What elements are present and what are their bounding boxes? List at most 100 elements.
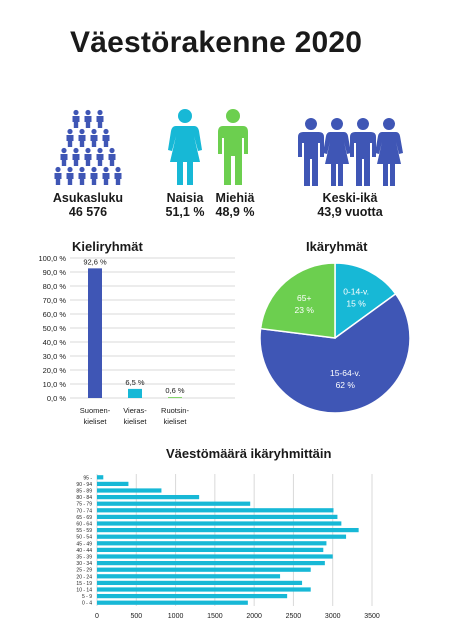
pop-category-label: 15 - 19	[76, 581, 92, 587]
pop-bar	[97, 600, 248, 605]
woman-icon	[168, 109, 202, 185]
pie-slice-name: 0-14-v.	[343, 287, 369, 297]
pop-category-label: 90 - 94	[76, 482, 92, 488]
pop-category-label: 10 - 14	[76, 588, 92, 594]
pop-bar	[97, 521, 342, 526]
lang-data-label: 0,6 %	[165, 386, 185, 395]
pop-bar	[97, 475, 104, 480]
stat-age-value: 43,9 vuotta	[317, 205, 383, 219]
pop-category-label: 0 - 4	[82, 601, 92, 607]
man-icon	[218, 109, 248, 185]
pop-bar	[97, 514, 338, 520]
lang-ytick-label: 0,0 %	[47, 394, 67, 403]
lang-category-label: kieliset	[84, 417, 108, 426]
pop-xtick-label: 1000	[168, 613, 184, 620]
pie-slice	[259, 262, 336, 339]
lang-ytick-label: 80,0 %	[43, 282, 67, 291]
lang-ytick-label: 50,0 %	[43, 324, 67, 333]
pop-xtick-label: 2500	[286, 613, 302, 620]
lang-category-label: kieliset	[164, 417, 188, 426]
pop-xtick-label: 500	[130, 613, 142, 620]
pop-bar	[97, 554, 333, 559]
pop-category-label: 40 - 44	[76, 548, 92, 554]
pop-bar	[97, 481, 129, 487]
pop-category-label: 45 - 49	[76, 541, 92, 547]
lang-ytick-label: 90,0 %	[43, 268, 67, 277]
pop-bar	[97, 494, 200, 500]
stat-age: Keski-ikä 43,9 vuotta	[296, 191, 404, 219]
stat-age-label: Keski-ikä	[322, 191, 378, 205]
lang-category-label: Suomen-	[80, 406, 111, 415]
people-pyramid-icon	[54, 109, 122, 185]
pie-slice-label: 62 %	[336, 380, 356, 390]
language-chart: 0,0 % 10,0 % 20,0 % 30,0 % 40,0 % 50,0 % 60,0 …	[38, 254, 235, 426]
stat-women-value: 51,1 %	[165, 205, 205, 219]
lang-ytick-label: 40,0 %	[43, 338, 67, 347]
pop-bar	[97, 567, 311, 572]
lang-category-label: Vieras-	[123, 406, 147, 415]
pop-category-label: 50 - 54	[76, 535, 92, 541]
pop-category-label: 80 - 84	[76, 495, 92, 501]
pie-slice-label: 15 %	[346, 299, 366, 309]
pop-bar	[97, 560, 325, 566]
pop-category-label: 70 - 74	[76, 508, 92, 514]
lang-category-label: Ruotsin-	[161, 406, 189, 415]
pop-category-label: 85 - 89	[76, 489, 92, 495]
pop-bar	[97, 527, 359, 533]
pop-bar	[97, 580, 303, 586]
pop-bar	[97, 541, 327, 546]
lang-bar	[128, 388, 142, 398]
stat-men-label: Miehiä	[215, 191, 255, 205]
pop-bar	[97, 587, 311, 592]
pop-xtick-label: 3500	[364, 613, 380, 620]
pop-xtick-label: 3000	[325, 613, 341, 620]
lang-ytick-label: 20,0 %	[43, 366, 67, 375]
age-pie-chart: 0-14-v. 15 % 15-64-v. 62 % 65+ 23 %	[259, 262, 411, 414]
pop-bar	[97, 501, 251, 506]
pop-category-label: 5 - 9	[82, 594, 92, 600]
pop-bar	[97, 508, 334, 513]
pop-category-label: 95 -	[83, 475, 92, 481]
lang-data-label: 6,5 %	[125, 378, 145, 387]
pop-category-label: 75 - 79	[76, 502, 92, 508]
age-pie-title: Ikäryhmät	[306, 239, 368, 254]
pop-bar	[97, 547, 324, 553]
pop-xtick-label: 0	[95, 613, 99, 620]
stat-women: Naisia 51,1 %	[160, 191, 210, 219]
pop-xtick-label: 2000	[246, 613, 262, 620]
stat-population-value: 46 576	[68, 205, 108, 219]
pop-bar	[97, 574, 281, 579]
family-icon	[298, 118, 403, 186]
pop-category-label: 60 - 64	[76, 522, 92, 528]
lang-ytick-label: 70,0 %	[43, 296, 67, 305]
pop-bar	[97, 593, 288, 599]
lang-category-label: kieliset	[124, 417, 148, 426]
lang-bar	[168, 397, 182, 398]
pop-category-label: 25 - 29	[76, 568, 92, 574]
stat-men: Miehiä 48,9 %	[210, 191, 260, 219]
pop-bar	[97, 488, 162, 493]
pie-slice-label: 23 %	[295, 305, 315, 315]
pop-xtick-label: 1500	[207, 613, 223, 620]
page-title: Väestörakenne 2020	[70, 26, 363, 59]
population-chart-title: Väestömäärä ikäryhmittäin	[166, 446, 332, 461]
language-chart-title: Kieliryhmät	[72, 239, 143, 254]
pie-slice-name: 65+	[297, 293, 311, 303]
pop-category-label: 55 - 59	[76, 528, 92, 534]
pop-category-label: 65 - 69	[76, 515, 92, 521]
pie-slice	[259, 292, 411, 414]
lang-ytick-label: 10,0 %	[43, 380, 67, 389]
lang-bar	[88, 268, 102, 398]
pop-bar	[97, 534, 347, 539]
stat-men-value: 48,9 %	[215, 205, 255, 219]
pop-category-label: 30 - 34	[76, 561, 92, 567]
lang-data-label: 92,6 %	[83, 257, 107, 266]
lang-ytick-label: 100,0 %	[38, 254, 66, 263]
lang-ytick-label: 60,0 %	[43, 310, 67, 319]
stat-women-label: Naisia	[166, 191, 204, 205]
pop-category-label: 35 - 39	[76, 555, 92, 561]
stat-population-label: Asukasluku	[52, 191, 124, 205]
stat-population: Asukasluku 46 576	[38, 191, 138, 219]
